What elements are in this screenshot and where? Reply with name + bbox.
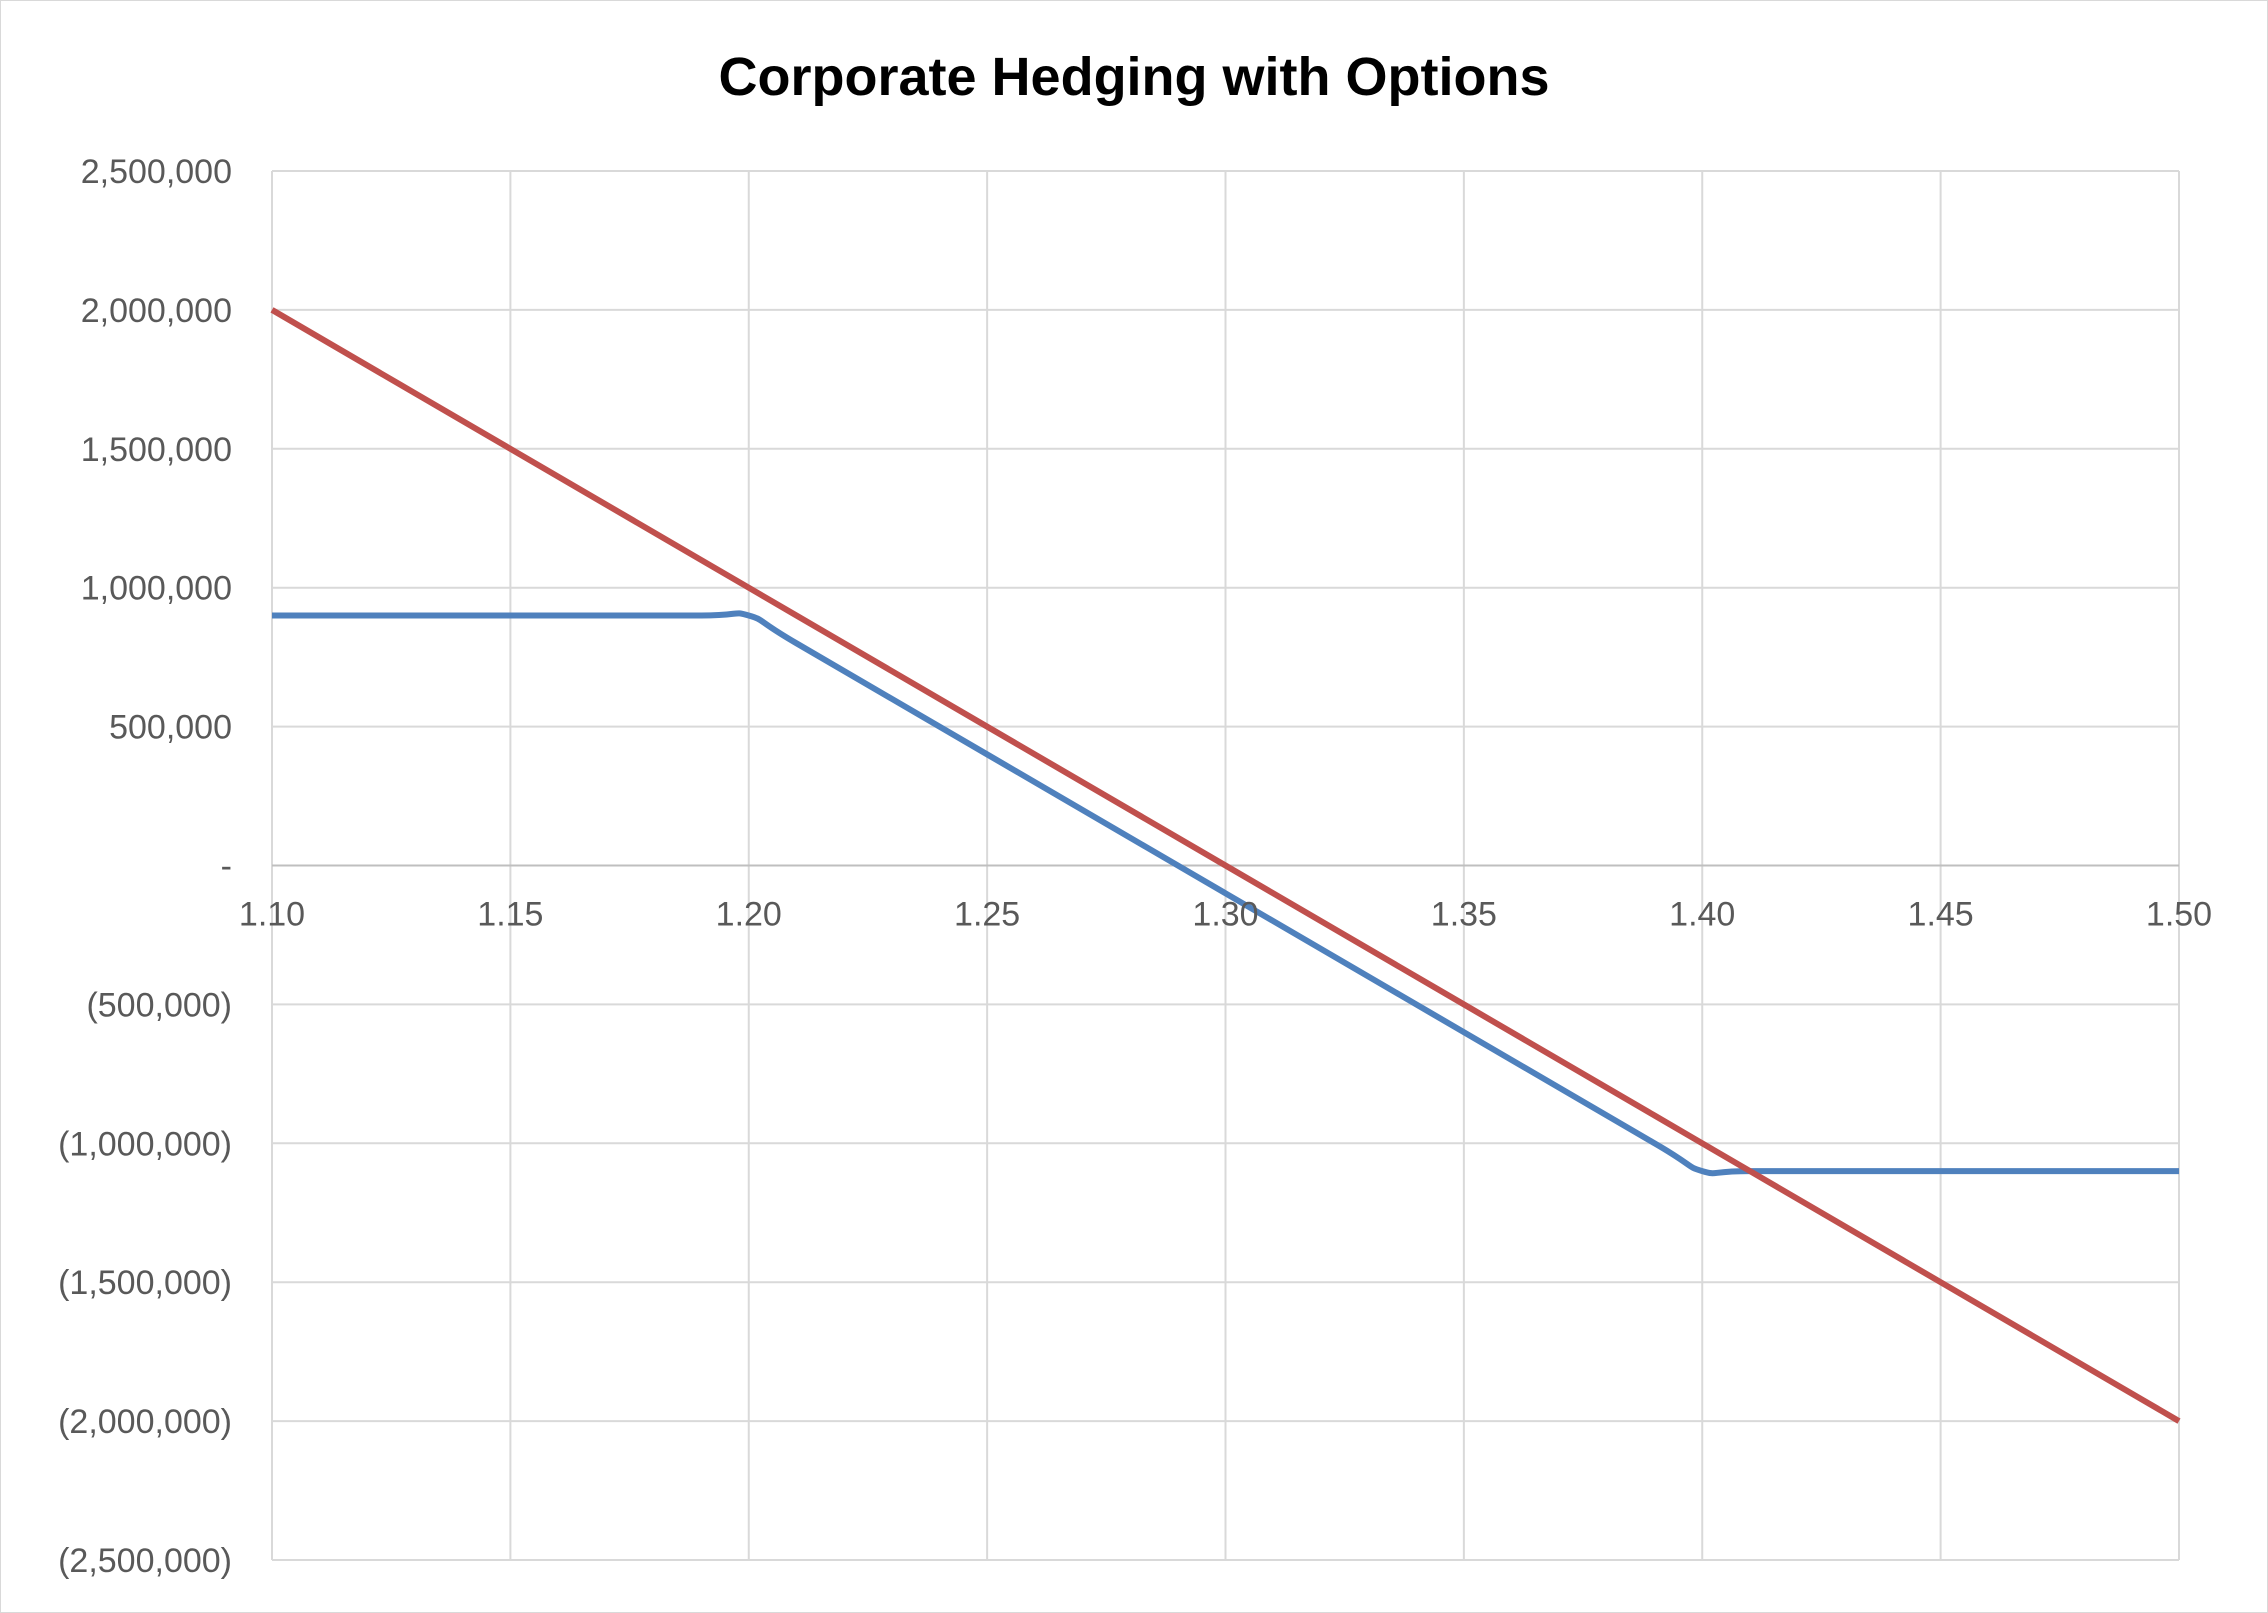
series-1-point (1701, 1170, 1703, 1172)
series-2-point (986, 726, 988, 728)
y-tick-label: (2,500,000) (58, 1542, 232, 1580)
series-1-point (509, 614, 511, 616)
series-1-point (1654, 1142, 1656, 1144)
series-2-point (271, 309, 273, 311)
x-tick-label: 1.20 (716, 896, 782, 934)
series-2-point (795, 614, 797, 616)
chart-title: Corporate Hedging with Options (719, 47, 1550, 107)
series-2-point (748, 587, 750, 589)
series-2-point (700, 559, 702, 561)
series-1-point (986, 753, 988, 755)
series-1-point (1940, 1170, 1942, 1172)
series-1-point (2178, 1170, 2180, 1172)
series-2-point (2178, 1420, 2180, 1422)
tick-labels: 2,500,000 2,000,000 1,500,000 1,000,000 500,… (58, 153, 2212, 1580)
x-tick-label: 1.30 (1192, 896, 1258, 934)
series-1-point (795, 642, 797, 644)
series-1-point (1225, 892, 1227, 894)
y-tick-label: 2,000,000 (81, 292, 232, 330)
series-2-point (1701, 1142, 1703, 1144)
y-tick-label: 500,000 (109, 709, 232, 747)
series-2-point (1654, 1115, 1656, 1117)
x-tick-label: 1.35 (1431, 896, 1497, 934)
x-tick-label: 1.15 (477, 896, 543, 934)
x-tick-label: 1.10 (239, 896, 305, 934)
series-2-point (1749, 1170, 1751, 1172)
series-1-point (1463, 1031, 1465, 1033)
series-line-1 (272, 610, 2179, 1177)
y-tick-label: (1,500,000) (58, 1264, 232, 1302)
y-tick-label: 2,500,000 (81, 153, 232, 191)
series-1-point (271, 614, 273, 616)
series-2-point (1225, 865, 1227, 867)
y-tick-label: 1,000,000 (81, 570, 232, 608)
series-1-point (700, 614, 702, 616)
y-tick-label: - (221, 848, 232, 886)
series-group (270, 307, 2181, 1424)
x-tick-label: 1.40 (1669, 896, 1735, 934)
series-line-2 (270, 307, 2181, 1424)
series-1-point (748, 614, 750, 616)
y-tick-label: (2,000,000) (58, 1403, 232, 1441)
x-tick-label: 1.45 (1908, 896, 1974, 934)
series-2-point (1463, 1003, 1465, 1005)
series-2-point (1940, 1281, 1942, 1283)
y-tick-label: (1,000,000) (58, 1125, 232, 1163)
x-tick-label: 1.25 (954, 896, 1020, 934)
x-tick-label: 1.50 (2146, 896, 2212, 934)
series-2-point (509, 448, 511, 450)
y-tick-label: (500,000) (86, 986, 232, 1024)
y-tick-label: 1,500,000 (81, 431, 232, 469)
